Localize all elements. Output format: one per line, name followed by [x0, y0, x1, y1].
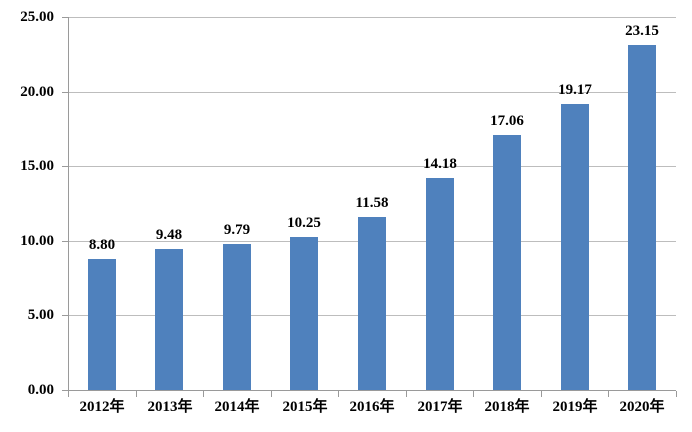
y-axis-tick-label: 5.00 [27, 307, 54, 323]
y-gridline [68, 17, 676, 18]
y-axis-tick [62, 390, 68, 391]
y-axis-tick [62, 166, 68, 167]
x-axis-category-label: 2013年 [147, 399, 193, 415]
bar-2014年[interactable] [223, 244, 251, 390]
x-axis-tick [473, 391, 474, 397]
y-gridline [68, 166, 676, 167]
x-axis-category-label: 2014年 [214, 399, 260, 415]
bar-value-label: 19.17 [558, 82, 592, 98]
bar-2013年[interactable] [155, 249, 183, 390]
bar-value-label: 9.48 [155, 227, 183, 243]
y-axis-tick-label: 20.00 [20, 84, 54, 100]
x-axis-category-label: 2018年 [484, 399, 530, 415]
y-axis-tick-label: 25.00 [20, 9, 54, 25]
x-axis-category-label: 2017年 [417, 399, 463, 415]
x-axis-tick [203, 391, 204, 397]
bar-2019年[interactable] [561, 104, 589, 390]
bar-2016年[interactable] [358, 217, 386, 390]
x-axis-category-label: 2012年 [79, 399, 125, 415]
bar-2018年[interactable] [493, 135, 521, 390]
y-axis-tick [62, 241, 68, 242]
plot-area [68, 17, 676, 390]
bar-value-label: 10.25 [287, 215, 321, 231]
x-axis-tick [608, 391, 609, 397]
bar-value-label: 14.18 [423, 156, 457, 172]
x-axis-tick [338, 391, 339, 397]
y-axis-tick-label: 0.00 [27, 382, 54, 398]
y-axis-tick [62, 17, 68, 18]
x-axis-tick [68, 391, 69, 397]
x-axis-tick [136, 391, 137, 397]
bar-value-label: 8.80 [88, 237, 116, 253]
bar-2015年[interactable] [290, 237, 318, 390]
y-axis-tick-label: 15.00 [20, 158, 54, 174]
y-axis-line [68, 17, 69, 391]
bar-value-label: 23.15 [625, 23, 659, 39]
x-axis-category-label: 2015年 [282, 399, 328, 415]
bar-2020年[interactable] [628, 45, 656, 390]
y-axis-tick [62, 315, 68, 316]
x-axis-tick [541, 391, 542, 397]
bar-2017年[interactable] [426, 178, 454, 390]
y-axis-tick-label: 10.00 [20, 233, 54, 249]
bar-2012年[interactable] [88, 259, 116, 390]
bar-value-label: 11.58 [355, 195, 389, 211]
x-axis-tick [676, 391, 677, 397]
x-axis-category-label: 2019年 [552, 399, 598, 415]
x-axis-category-label: 2016年 [349, 399, 395, 415]
y-axis-tick [62, 92, 68, 93]
x-axis-tick [406, 391, 407, 397]
x-axis-tick [271, 391, 272, 397]
y-gridline [68, 92, 676, 93]
bar-value-label: 17.06 [490, 113, 524, 129]
bar-value-label: 9.79 [223, 222, 251, 238]
x-axis-line [62, 390, 676, 391]
x-axis-category-label: 2020年 [619, 399, 665, 415]
